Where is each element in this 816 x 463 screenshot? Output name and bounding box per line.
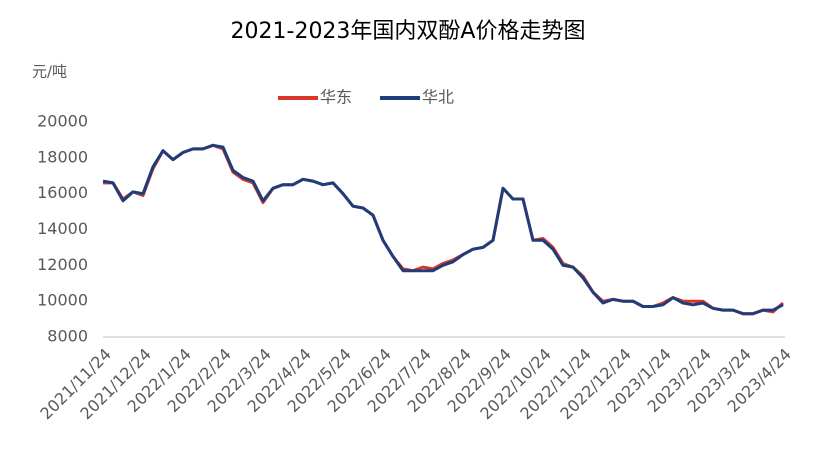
series-line: [103, 143, 784, 316]
series-line: [102, 143, 784, 316]
y-tick-label: 12000: [37, 255, 88, 274]
y-tick-label: 20000: [37, 112, 88, 131]
y-axis-label: 元/吨: [32, 63, 67, 81]
legend-label: 华东: [320, 88, 352, 107]
y-tick-label: 8000: [47, 327, 88, 346]
chart-title: 2021-2023年国内双酚A价格走势图: [231, 19, 586, 44]
y-tick-label: 10000: [37, 291, 88, 310]
y-tick-label: 18000: [37, 147, 88, 166]
y-tick-label: 14000: [37, 219, 88, 238]
y-tick-label: 16000: [37, 183, 88, 202]
legend-label: 华北: [422, 88, 454, 107]
